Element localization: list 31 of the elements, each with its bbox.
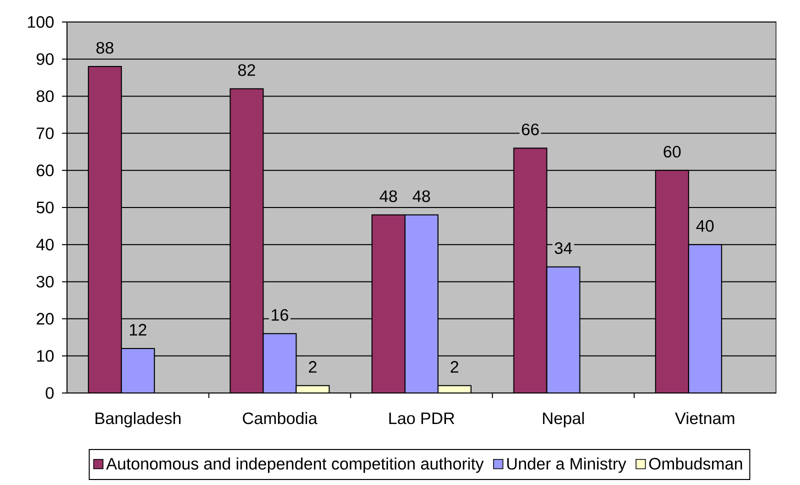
legend-label: Autonomous and independent competition authority [106, 457, 484, 473]
y-tick-label: 40 [36, 238, 54, 250]
data-label: 60 [664, 146, 681, 158]
y-tick-label: 90 [36, 53, 54, 65]
x-tick-label: Nepal [543, 412, 584, 428]
x-tick-label: Cambodia [242, 412, 318, 424]
data-label: 48 [380, 190, 397, 202]
y-tick-label: 80 [36, 90, 54, 102]
y-tick-label: 60 [36, 164, 54, 176]
data-label: 88 [96, 42, 114, 54]
data-label: 16 [272, 309, 288, 321]
x-tick-label: Bangladesh [96, 412, 180, 428]
data-label: 12 [130, 324, 146, 336]
y-tick-label: 0 [46, 387, 54, 399]
y-tick-label: 70 [36, 127, 54, 140]
y-tick-label: 20 [36, 312, 54, 325]
data-label: 2 [450, 361, 458, 373]
data-label: 34 [554, 242, 572, 254]
data-label: 48 [412, 190, 430, 202]
data-label: 2 [308, 361, 316, 373]
data-label: 66 [522, 124, 539, 136]
y-tick-label: 10 [37, 350, 54, 362]
x-tick-label: Lao PDR [389, 412, 454, 424]
y-tick-label: 30 [36, 276, 54, 288]
y-tick-label: 50 [36, 202, 54, 214]
x-tick-label: Vietnam [674, 412, 734, 424]
legend-label: Under a Ministry [507, 457, 626, 473]
y-tick-label: 100 [28, 16, 54, 28]
data-label: 40 [696, 220, 714, 232]
legend-label: Ombudsman [649, 457, 742, 470]
data-label: 82 [238, 64, 256, 76]
